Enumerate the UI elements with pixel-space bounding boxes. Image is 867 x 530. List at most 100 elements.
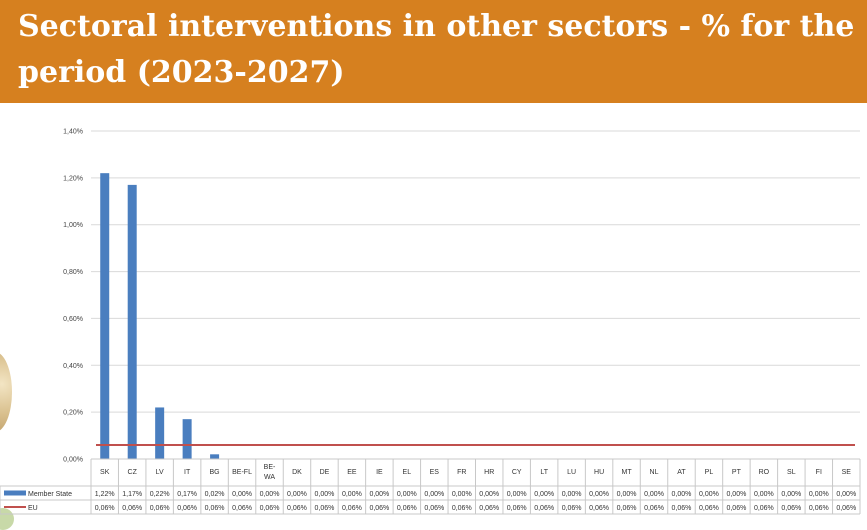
data-label-eu-DK: 0,06% xyxy=(287,505,307,512)
data-label-member-state-BE-FL: 0,00% xyxy=(232,491,252,498)
category-label-CY: CY xyxy=(512,469,522,476)
category-label-FI: FI xyxy=(816,469,822,476)
data-label-eu-EE: 0,06% xyxy=(342,505,362,512)
bar-IT xyxy=(182,419,192,459)
data-label-member-state-SL: 0,00% xyxy=(781,491,801,498)
data-label-member-state-AT: 0,00% xyxy=(672,491,692,498)
data-label-eu-CY: 0,06% xyxy=(507,505,527,512)
data-label-member-state-LV: 0,22% xyxy=(150,491,170,498)
category-label-AT: AT xyxy=(677,469,686,476)
data-label-member-state-SK: 1,22% xyxy=(95,491,115,498)
category-label-EL: EL xyxy=(403,469,412,476)
category-label-LV: LV xyxy=(156,469,164,476)
data-label-eu-RO: 0,06% xyxy=(754,505,774,512)
y-tick-label: 1,00% xyxy=(63,222,83,229)
legend-label-eu: EU xyxy=(28,505,38,512)
data-label-member-state-BE-WA: 0,00% xyxy=(260,491,280,498)
category-label-CZ: CZ xyxy=(128,469,138,476)
slide-title: Sectoral interventions in other sectors … xyxy=(18,9,855,90)
category-label-BE-WA: BE- xyxy=(264,464,276,471)
data-label-eu-PL: 0,06% xyxy=(699,505,719,512)
data-label-member-state-CY: 0,00% xyxy=(507,491,527,498)
data-label-member-state-NL: 0,00% xyxy=(644,491,664,498)
legend-label-member-state: Member State xyxy=(28,491,72,498)
data-label-member-state-IT: 0,17% xyxy=(177,491,197,498)
category-label-FR: FR xyxy=(457,469,466,476)
data-label-member-state-BG: 0,02% xyxy=(205,491,225,498)
category-label-LT: LT xyxy=(540,469,548,476)
data-label-eu-IE: 0,06% xyxy=(369,505,389,512)
data-label-member-state-DK: 0,00% xyxy=(287,491,307,498)
data-label-member-state-HU: 0,00% xyxy=(589,491,609,498)
category-label-PL: PL xyxy=(705,469,714,476)
category-label-IE: IE xyxy=(376,469,383,476)
bar-BG xyxy=(210,454,220,459)
data-label-member-state-MT: 0,00% xyxy=(617,491,637,498)
data-label-eu-BE-FL: 0,06% xyxy=(232,505,252,512)
data-label-member-state-CZ: 1,17% xyxy=(122,491,142,498)
data-label-member-state-ES: 0,00% xyxy=(424,491,444,498)
category-label-DE: DE xyxy=(320,469,330,476)
legend-key-member-state xyxy=(4,490,26,496)
category-label-HU: HU xyxy=(594,469,604,476)
category-label-SL: SL xyxy=(787,469,796,476)
category-label-SE: SE xyxy=(842,469,852,476)
bar-LV xyxy=(155,407,165,459)
data-label-member-state-IE: 0,00% xyxy=(369,491,389,498)
data-label-member-state-HR: 0,00% xyxy=(479,491,499,498)
data-label-eu-PT: 0,06% xyxy=(726,505,746,512)
data-label-member-state-FI: 0,00% xyxy=(809,491,829,498)
category-label-MT: MT xyxy=(621,469,632,476)
category-label-BE-WA-line2: WA xyxy=(264,474,275,481)
data-label-member-state-DE: 0,00% xyxy=(315,491,335,498)
category-label-BG: BG xyxy=(210,469,220,476)
data-label-eu-HR: 0,06% xyxy=(479,505,499,512)
data-label-member-state-PT: 0,00% xyxy=(726,491,746,498)
data-label-member-state-LT: 0,00% xyxy=(534,491,554,498)
category-label-RO: RO xyxy=(759,469,770,476)
data-label-eu-FI: 0,06% xyxy=(809,505,829,512)
data-label-eu-MT: 0,06% xyxy=(617,505,637,512)
category-label-HR: HR xyxy=(484,469,494,476)
data-label-member-state-EL: 0,00% xyxy=(397,491,417,498)
category-label-DK: DK xyxy=(292,469,302,476)
decorative-image xyxy=(0,352,12,432)
data-label-eu-EL: 0,06% xyxy=(397,505,417,512)
data-label-member-state-FR: 0,00% xyxy=(452,491,472,498)
y-tick-label: 1,20% xyxy=(63,175,83,182)
y-tick-label: 0,60% xyxy=(63,316,83,323)
data-label-eu-FR: 0,06% xyxy=(452,505,472,512)
data-label-eu-LU: 0,06% xyxy=(562,505,582,512)
category-label-EE: EE xyxy=(347,469,357,476)
category-label-IT: IT xyxy=(184,469,191,476)
data-label-eu-AT: 0,06% xyxy=(672,505,692,512)
bar-CZ xyxy=(127,184,137,459)
category-label-SK: SK xyxy=(100,469,110,476)
bar-SK xyxy=(100,173,110,459)
data-label-eu-SK: 0,06% xyxy=(95,505,115,512)
data-label-member-state-SE: 0,00% xyxy=(836,491,856,498)
y-tick-label: 0,00% xyxy=(63,457,83,464)
data-label-eu-DE: 0,06% xyxy=(315,505,335,512)
data-label-eu-LT: 0,06% xyxy=(534,505,554,512)
data-label-member-state-LU: 0,00% xyxy=(562,491,582,498)
data-label-eu-SL: 0,06% xyxy=(781,505,801,512)
y-tick-label: 0,40% xyxy=(63,363,83,370)
data-label-member-state-PL: 0,00% xyxy=(699,491,719,498)
category-label-LU: LU xyxy=(567,469,576,476)
data-label-eu-BE-WA: 0,06% xyxy=(260,505,280,512)
data-label-eu-HU: 0,06% xyxy=(589,505,609,512)
data-label-eu-BG: 0,06% xyxy=(205,505,225,512)
category-label-ES: ES xyxy=(430,469,440,476)
y-tick-label: 0,20% xyxy=(63,410,83,417)
data-label-eu-NL: 0,06% xyxy=(644,505,664,512)
title-banner: Sectoral interventions in other sectors … xyxy=(0,0,867,103)
data-label-eu-SE: 0,06% xyxy=(836,505,856,512)
data-label-eu-IT: 0,06% xyxy=(177,505,197,512)
data-label-member-state-RO: 0,00% xyxy=(754,491,774,498)
y-tick-label: 0,80% xyxy=(63,269,83,276)
data-label-eu-LV: 0,06% xyxy=(150,505,170,512)
data-label-eu-CZ: 0,06% xyxy=(122,505,142,512)
category-label-BE-FL: BE-FL xyxy=(232,469,252,476)
